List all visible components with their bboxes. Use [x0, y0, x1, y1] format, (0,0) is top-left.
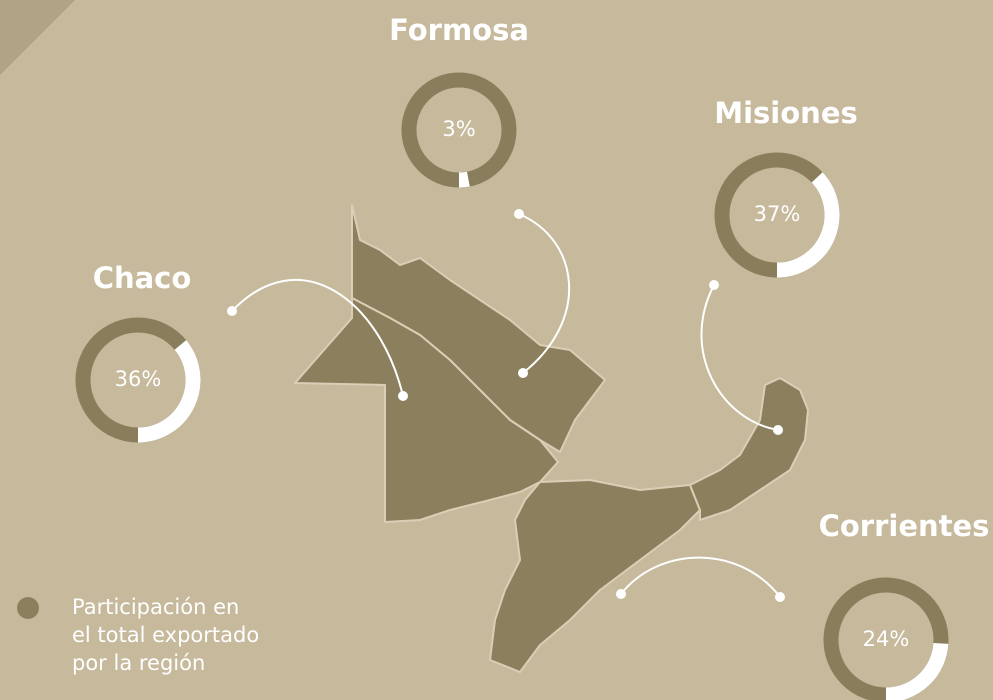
region-title: Formosa — [389, 13, 529, 47]
connector — [700, 284, 779, 431]
donut-label: 3% — [442, 117, 475, 141]
connector — [231, 279, 404, 397]
connector-dot — [398, 391, 408, 401]
connector — [620, 556, 781, 598]
connector-dot — [616, 589, 626, 599]
province-chaco — [294, 297, 559, 523]
donut-label: 36% — [115, 367, 162, 391]
donut-segment — [458, 171, 470, 188]
legend-dot — [17, 597, 39, 619]
connector-dot — [773, 425, 783, 435]
region-title: Chaco — [93, 261, 192, 295]
donut-segment — [885, 642, 949, 700]
region-title: Misiones — [714, 96, 858, 130]
legend-text: Participación en — [72, 595, 239, 619]
donut-label: 24% — [863, 627, 910, 651]
connector — [518, 213, 570, 374]
donut-segment — [137, 340, 201, 443]
legend-text: por la región — [72, 651, 205, 675]
connector-dot — [709, 280, 719, 290]
map — [294, 204, 809, 673]
donut-label: 37% — [754, 202, 801, 226]
connector-dot — [227, 306, 237, 316]
corner-decoration — [0, 0, 75, 75]
connector-dot — [514, 209, 524, 219]
legend-text: el total exportado — [72, 623, 259, 647]
connector-dot — [518, 368, 528, 378]
province-misiones — [689, 377, 809, 521]
connector-dot — [775, 592, 785, 602]
connectors — [227, 209, 785, 602]
province-corrientes — [489, 479, 701, 673]
donut-segment — [776, 172, 840, 278]
region-title: Corrientes — [819, 509, 990, 543]
